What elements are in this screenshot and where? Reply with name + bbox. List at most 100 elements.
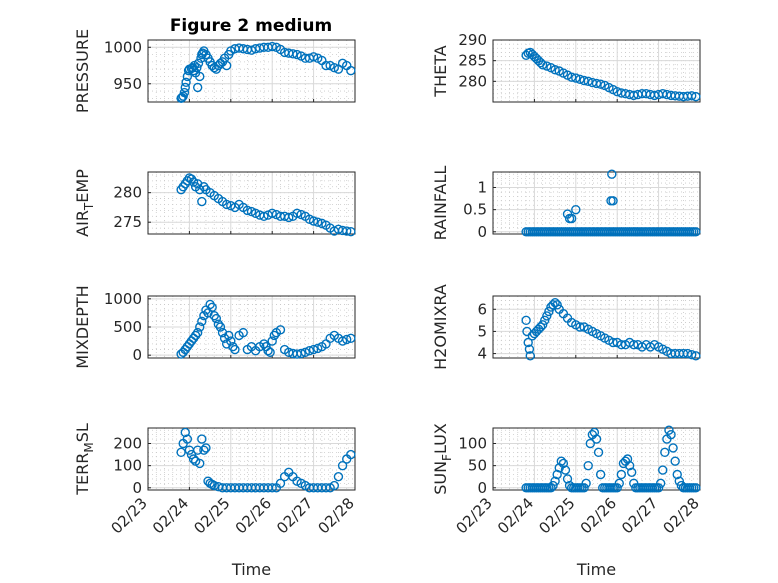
data-point <box>575 74 585 84</box>
data-point <box>558 458 569 469</box>
data-point <box>321 483 331 493</box>
subplot-pressure: 950 1000 PRESSURE <box>73 29 356 113</box>
data-point <box>192 327 203 338</box>
data-point <box>664 425 674 435</box>
data-point <box>250 208 261 219</box>
y-tick-label: 200 <box>113 435 142 453</box>
data-point <box>211 313 222 324</box>
data-point <box>670 456 680 466</box>
data-point <box>205 299 215 310</box>
y-tick-label: 0 <box>477 479 487 497</box>
data-point <box>308 52 319 62</box>
data-point <box>537 320 548 330</box>
data-point <box>548 300 558 310</box>
data-point <box>674 476 684 486</box>
data-point <box>550 65 560 75</box>
y-tick-label: 0 <box>132 346 142 364</box>
y-axis-label: TERRMSL <box>73 423 96 496</box>
data-point <box>575 322 585 332</box>
data-point <box>552 469 562 480</box>
data-point <box>550 297 560 308</box>
data-point <box>608 196 618 206</box>
data-point <box>195 458 205 469</box>
data-point <box>230 344 240 355</box>
data-point <box>329 63 339 73</box>
data-point <box>179 87 190 98</box>
y-axis-label: MIXDEPTH <box>73 285 92 368</box>
data-point <box>333 472 344 482</box>
data-point <box>246 45 257 55</box>
data-point <box>197 316 207 327</box>
y-tick-label: 100 <box>458 435 487 453</box>
y-tick-label: 285 <box>458 52 487 70</box>
data-point <box>585 438 595 449</box>
data-point <box>197 434 207 444</box>
data-point <box>300 347 311 358</box>
data-point <box>624 460 635 471</box>
data-point <box>629 340 639 350</box>
data-point <box>668 443 678 453</box>
y-tick-label: 1000 <box>104 38 142 56</box>
data-point <box>308 344 319 355</box>
data-point <box>687 91 697 101</box>
y-tick-label: 1000 <box>104 290 142 308</box>
y-axis-label: RAINFALL <box>431 166 450 241</box>
data-point <box>228 342 238 352</box>
data-point <box>612 483 622 493</box>
y-axis-label: H2OMIXRA <box>431 284 450 370</box>
y-tick-label: 1 <box>477 179 487 197</box>
plot-border <box>492 39 701 103</box>
y-tick-label: 0 <box>477 223 487 241</box>
data-point <box>181 77 191 88</box>
y-axis-label: AIRTEMP <box>73 169 96 237</box>
data-point <box>566 72 577 82</box>
subplot-h2omixra: 4 5 6 H2OMIXRA <box>431 284 701 370</box>
data-point <box>607 169 617 179</box>
data-point <box>313 217 323 227</box>
data-point <box>215 322 226 332</box>
y-tick-label: 0.5 <box>463 201 487 219</box>
data-point <box>275 325 286 335</box>
data-point <box>342 334 352 345</box>
data-point <box>548 480 558 491</box>
data-point <box>224 330 234 341</box>
plot-border <box>492 295 701 359</box>
data-point <box>595 469 606 480</box>
data-point <box>589 427 600 438</box>
data-point <box>612 86 622 97</box>
y-axis-label: THETA <box>431 45 450 97</box>
data-point <box>682 348 693 359</box>
y-tick-label: 280 <box>458 72 487 90</box>
data-point <box>540 315 550 326</box>
data-point <box>691 483 701 493</box>
plot-border <box>147 171 356 235</box>
subplot-rainfall: 0 0.5 1 RAINFALL <box>431 166 701 241</box>
data-point <box>267 208 277 219</box>
data-point <box>213 319 224 329</box>
data-point <box>292 208 302 219</box>
data-point <box>221 60 232 71</box>
data-point <box>616 340 627 350</box>
data-point <box>275 478 286 489</box>
data-point <box>176 447 186 458</box>
plot-area <box>492 171 701 235</box>
y-tick-label: 950 <box>113 75 142 93</box>
data-point <box>614 478 624 489</box>
data-point <box>192 445 203 455</box>
data-point <box>267 336 277 346</box>
data-point <box>296 209 306 220</box>
data-point <box>591 78 602 89</box>
data-point <box>288 49 298 59</box>
y-tick-label: 50 <box>468 457 487 475</box>
data-point <box>321 60 331 71</box>
data-point <box>209 480 219 491</box>
data-point <box>595 79 606 89</box>
data-point <box>190 330 201 341</box>
y-tick-label: 4 <box>477 345 487 363</box>
data-point <box>626 467 637 477</box>
data-point <box>672 469 682 480</box>
data-point <box>182 434 193 444</box>
subplot-mixdepth: 0 500 1000 MIXDEPTH <box>73 285 356 369</box>
y-tick-label: 5 <box>477 322 487 340</box>
